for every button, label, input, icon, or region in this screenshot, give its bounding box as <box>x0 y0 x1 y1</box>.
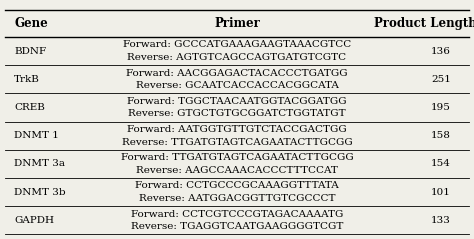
Text: 136: 136 <box>431 47 451 56</box>
Text: 251: 251 <box>431 75 451 84</box>
Text: Gene: Gene <box>14 17 48 30</box>
Text: DNMT 3b: DNMT 3b <box>14 188 66 197</box>
Text: 133: 133 <box>431 216 451 225</box>
Text: Forward: TGGCTAACAATGGTACGGATGG
Reverse: GTGCTGTGCGGATCTGGTATGT: Forward: TGGCTAACAATGGTACGGATGG Reverse:… <box>127 97 347 118</box>
Text: Primer: Primer <box>214 17 260 30</box>
Text: 158: 158 <box>431 131 451 140</box>
Text: Forward: TTGATGTAGTCAGAATACTTGCGG
Reverse: AAGCCAAACACCCTTTCCAT: Forward: TTGATGTAGTCAGAATACTTGCGG Revers… <box>120 153 354 175</box>
Text: TrkB: TrkB <box>14 75 40 84</box>
Text: Forward: CCTCGTCCCGTAGACAAAATG
Reverse: TGAGGTCAATGAAGGGGTCGT: Forward: CCTCGTCCCGTAGACAAAATG Reverse: … <box>131 210 343 231</box>
Text: DNMT 3a: DNMT 3a <box>14 159 65 168</box>
Text: Forward: AATGGTGTTGTCTACCGACTGG
Reverse: TTGATGTAGTCAGAATACTTGCGG: Forward: AATGGTGTTGTCTACCGACTGG Reverse:… <box>122 125 352 147</box>
Text: GAPDH: GAPDH <box>14 216 54 225</box>
Text: 195: 195 <box>431 103 451 112</box>
Text: Forward: GCCCATGAAAGAAGTAAACGTCC
Reverse: AGTGTCAGCCAGTGATGTCGTC: Forward: GCCCATGAAAGAAGTAAACGTCC Reverse… <box>123 40 351 62</box>
Text: 101: 101 <box>431 188 451 197</box>
Text: BDNF: BDNF <box>14 47 46 56</box>
Text: Forward: CCTGCCCGCAAAGGTTTATA
Reverse: AATGGACGGTTGTCGCCCT: Forward: CCTGCCCGCAAAGGTTTATA Reverse: A… <box>135 181 339 203</box>
Text: Forward: AACGGAGACTACACCCTGATGG
Reverse: GCAATCACCACCACGGCATA: Forward: AACGGAGACTACACCCTGATGG Reverse:… <box>126 69 348 90</box>
Text: DNMT 1: DNMT 1 <box>14 131 59 140</box>
Text: 154: 154 <box>431 159 451 168</box>
Text: Product Length (bp): Product Length (bp) <box>374 17 474 30</box>
Text: CREB: CREB <box>14 103 45 112</box>
